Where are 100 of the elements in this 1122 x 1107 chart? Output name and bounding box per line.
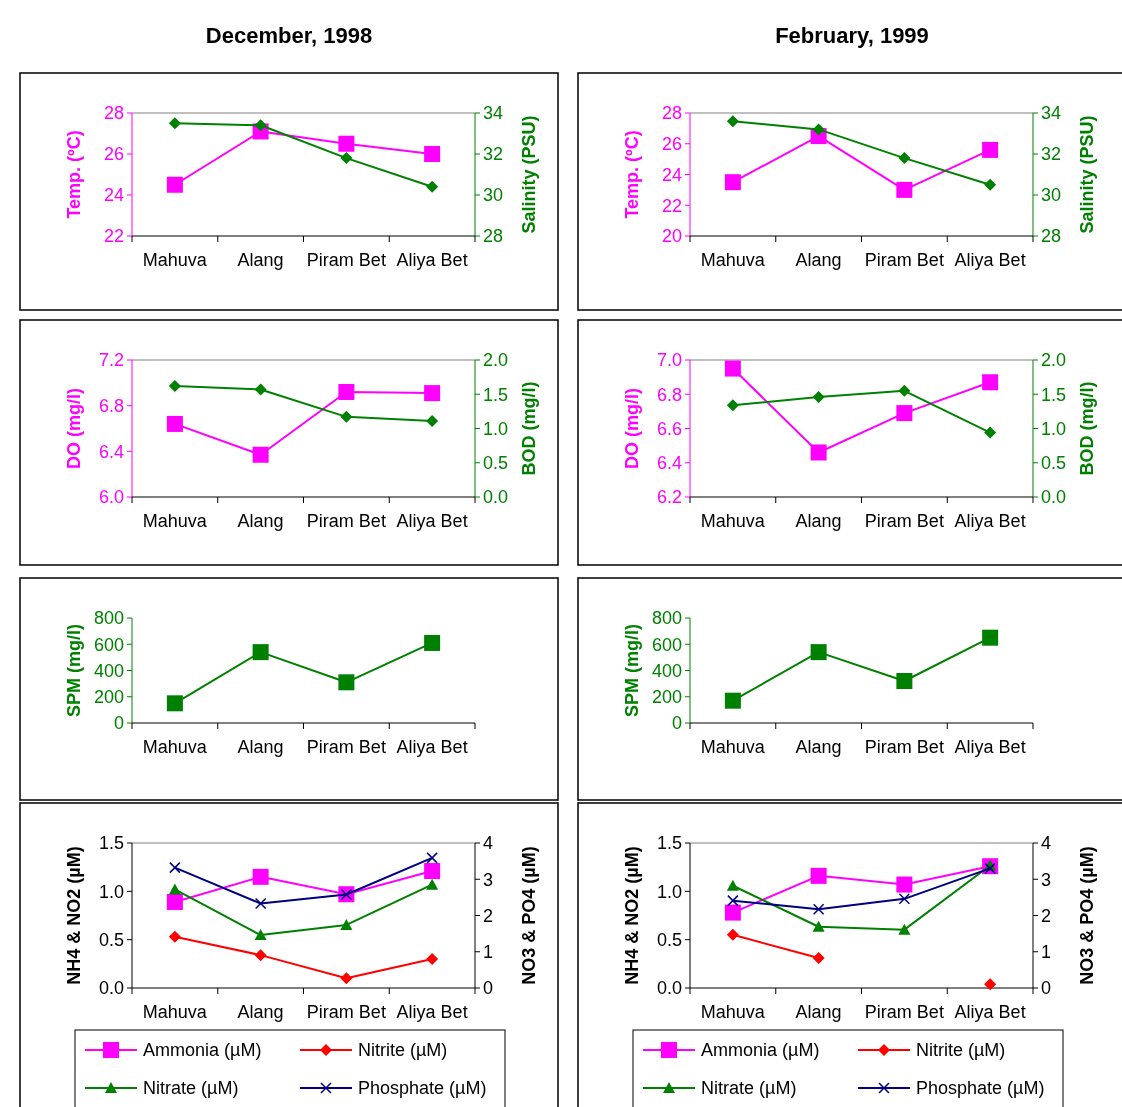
y-tick-label: 26 bbox=[661, 134, 682, 155]
point bbox=[812, 903, 825, 916]
x-tick-label: Mahuva bbox=[142, 737, 208, 757]
y-axis-title: SPM (mg/l) bbox=[622, 624, 642, 717]
y2-axis-title: NO3 & PO4 (µM) bbox=[1077, 846, 1097, 985]
x-tick-label: Mahuva bbox=[700, 250, 766, 270]
x-tick-label: Piram Bet bbox=[306, 250, 386, 270]
point bbox=[338, 135, 355, 152]
legend-label: Ammonia (µM) bbox=[701, 1040, 820, 1061]
point bbox=[166, 893, 183, 910]
y2-tick-label: 32 bbox=[483, 144, 504, 165]
point bbox=[254, 949, 267, 962]
point bbox=[168, 883, 181, 895]
point bbox=[812, 390, 825, 403]
y-tick-label: 600 bbox=[93, 634, 124, 655]
x-tick-label: Alang bbox=[795, 1002, 842, 1022]
point bbox=[812, 952, 825, 965]
x-tick-label: Aliya Bet bbox=[954, 250, 1026, 270]
y-axis-title: SPM (mg/l) bbox=[64, 624, 84, 717]
point bbox=[338, 674, 355, 691]
y-tick-label: 6.6 bbox=[656, 418, 682, 439]
y2-tick-label: 1.0 bbox=[1041, 418, 1067, 439]
y-tick-label: 0.0 bbox=[98, 978, 124, 999]
x-tick-label: Aliya Bet bbox=[396, 511, 468, 531]
x-tick-label: Mahuva bbox=[700, 737, 766, 757]
point bbox=[426, 852, 438, 864]
y2-tick-label: 28 bbox=[483, 226, 504, 247]
point bbox=[896, 876, 913, 893]
point bbox=[812, 920, 825, 932]
x-tick-label: Mahuva bbox=[142, 1002, 208, 1022]
x-tick-label: Piram Bet bbox=[864, 1002, 944, 1022]
y-tick-label: 6.8 bbox=[98, 395, 124, 416]
y-tick-label: 7.0 bbox=[656, 350, 682, 371]
point bbox=[898, 384, 911, 397]
y2-axis-title: Salinity (PSU) bbox=[1077, 115, 1097, 234]
point bbox=[898, 893, 911, 905]
point bbox=[726, 928, 739, 941]
x-tick-label: Aliya Bet bbox=[954, 737, 1026, 757]
point bbox=[254, 897, 267, 910]
point bbox=[896, 405, 913, 422]
point bbox=[168, 117, 181, 130]
point bbox=[424, 863, 441, 880]
point bbox=[169, 861, 181, 874]
y-tick-label: 0 bbox=[113, 713, 124, 734]
y-tick-label: 22 bbox=[661, 195, 682, 216]
legend-label: Phosphate (µM) bbox=[358, 1078, 487, 1099]
x-tick-label: Alang bbox=[795, 737, 842, 757]
y2-tick-label: 1 bbox=[483, 942, 494, 963]
y-axis-title: DO (mg/l) bbox=[622, 388, 642, 469]
point bbox=[254, 929, 267, 941]
x-tick-label: Alang bbox=[237, 511, 284, 531]
x-tick-label: Piram Bet bbox=[864, 737, 944, 757]
y-tick-label: 24 bbox=[103, 185, 124, 206]
x-tick-label: Aliya Bet bbox=[954, 1002, 1026, 1022]
y-tick-label: 7.2 bbox=[98, 350, 124, 371]
y2-tick-label: 0.5 bbox=[1041, 453, 1067, 474]
point bbox=[810, 867, 827, 884]
point bbox=[424, 146, 441, 162]
y-tick-label: 400 bbox=[651, 660, 682, 681]
y2-axis-title: BOD (mg/l) bbox=[519, 381, 539, 476]
legend-label: Nitrate (µM) bbox=[143, 1078, 239, 1099]
legend-label: Nitrite (µM) bbox=[916, 1040, 1006, 1061]
y2-axis-title: Salinity (PSU) bbox=[519, 115, 539, 234]
point bbox=[252, 644, 269, 661]
point bbox=[254, 383, 267, 396]
y2-axis-title: NO3 & PO4 (µM) bbox=[519, 846, 539, 985]
point bbox=[340, 152, 353, 165]
x-tick-label: Piram Bet bbox=[864, 250, 944, 270]
y2-tick-label: 1.5 bbox=[483, 384, 509, 405]
point bbox=[426, 180, 439, 193]
point bbox=[898, 923, 911, 935]
y-tick-label: 0.0 bbox=[656, 978, 682, 999]
y-tick-label: 6.2 bbox=[656, 487, 682, 508]
chart-title: December, 1998 bbox=[205, 23, 373, 48]
legend-label: Ammonia (µM) bbox=[143, 1040, 262, 1061]
x-tick-label: Aliya Bet bbox=[954, 511, 1026, 531]
point bbox=[726, 115, 739, 128]
point bbox=[982, 629, 999, 646]
y-tick-label: 800 bbox=[651, 608, 682, 629]
y-tick-label: 1.5 bbox=[98, 833, 124, 854]
point bbox=[724, 360, 741, 377]
point bbox=[252, 868, 269, 885]
y-axis-title: Temp. (ºC) bbox=[64, 130, 84, 219]
y2-tick-label: 30 bbox=[1041, 185, 1062, 206]
x-tick-label: Mahuva bbox=[700, 1002, 766, 1022]
point bbox=[984, 426, 997, 439]
y-tick-label: 6.8 bbox=[656, 384, 682, 405]
point bbox=[984, 862, 996, 875]
x-tick-label: Aliya Bet bbox=[396, 1002, 468, 1022]
y-tick-label: 26 bbox=[103, 144, 124, 165]
y2-axis-title: BOD (mg/l) bbox=[1077, 381, 1097, 476]
point bbox=[424, 385, 441, 402]
point bbox=[340, 410, 353, 423]
x-tick-label: Alang bbox=[237, 737, 284, 757]
y2-tick-label: 4 bbox=[1041, 833, 1052, 854]
x-tick-label: Piram Bet bbox=[306, 511, 386, 531]
point bbox=[726, 399, 739, 412]
point bbox=[724, 174, 741, 191]
x-tick-label: Mahuva bbox=[700, 511, 766, 531]
point bbox=[168, 930, 181, 943]
